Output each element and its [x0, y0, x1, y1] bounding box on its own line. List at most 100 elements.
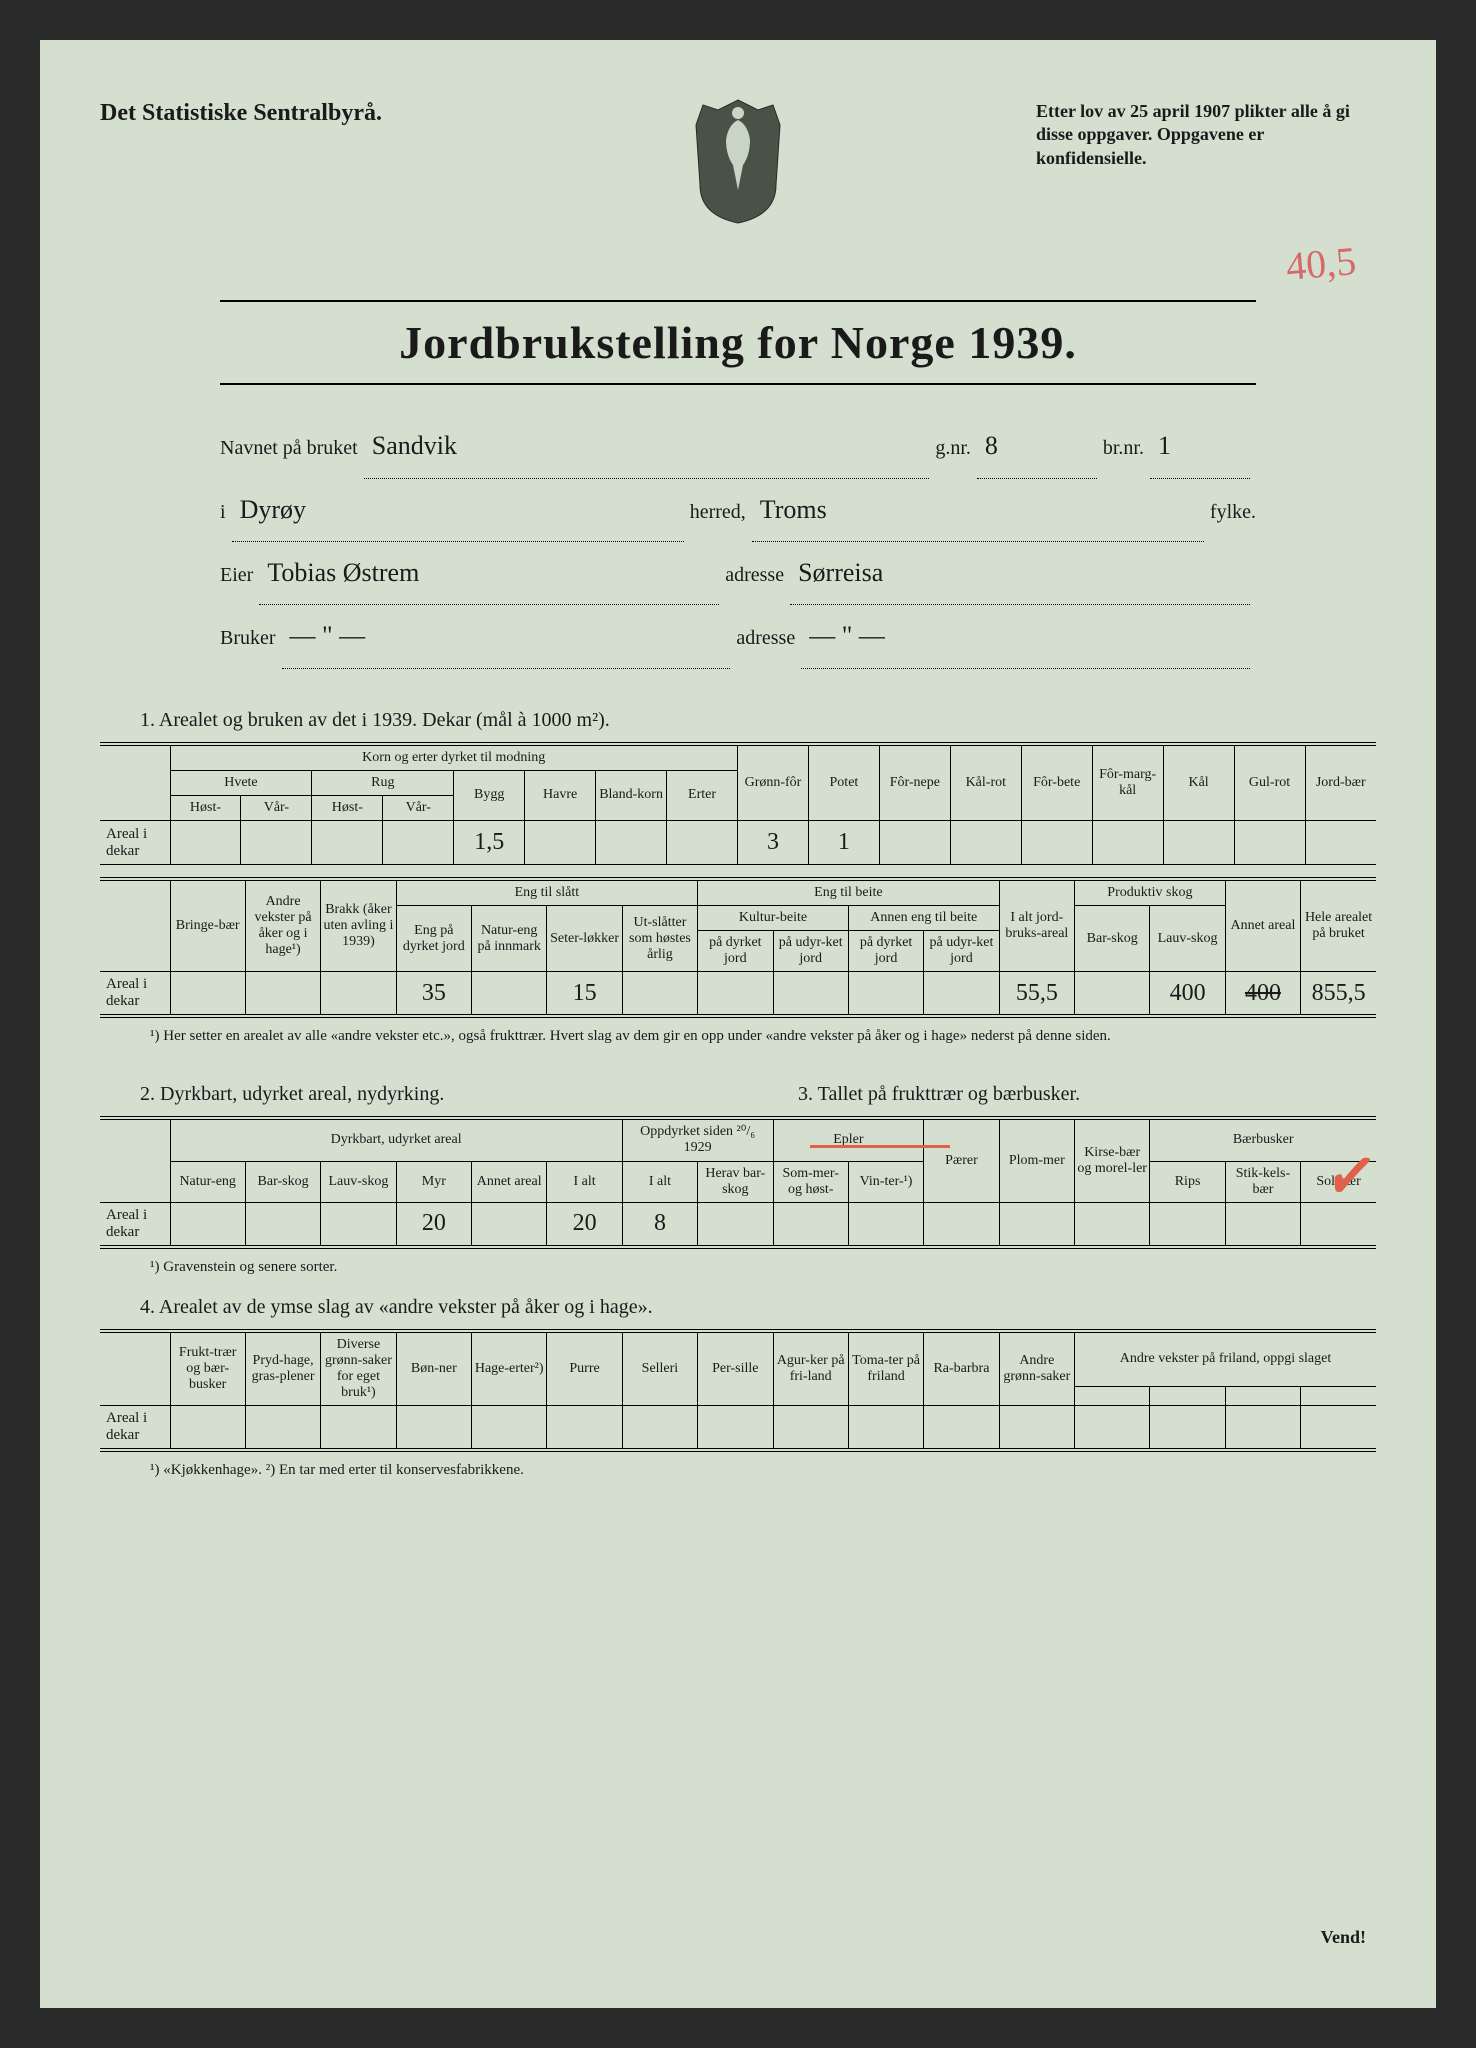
h2-dyrkbart: Dyrkbart, udyrket areal: [170, 1118, 622, 1161]
h2-vinter: Vin-ter-¹): [848, 1161, 923, 1202]
h-seter: Seter-løkker: [547, 906, 622, 972]
h-kulturbeite: Kultur-beite: [698, 906, 849, 931]
h-bringebaer: Bringe-bær: [170, 879, 245, 972]
vend-label: Vend!: [1321, 1927, 1366, 1948]
h-host1: Høst-: [170, 795, 241, 820]
footnote-2: ¹) Gravenstein og senere sorter.: [150, 1259, 1376, 1276]
field-brnr: 1: [1150, 415, 1250, 478]
section4-title: 4. Arealet av de ymse slag av «andre vek…: [140, 1296, 1376, 1319]
h2-sommer: Som-mer-og høst-: [773, 1161, 848, 1202]
h-utslatter: Ut-slåtter som høstes årlig: [622, 906, 697, 972]
h-natureng: Natur-eng på innmark: [472, 906, 547, 972]
field-gnr: 8: [977, 415, 1097, 478]
h4-andregronn: Andre grønn-saker: [999, 1331, 1074, 1406]
label-adresse2: adresse: [736, 614, 795, 662]
h-engslatt: Eng til slått: [396, 879, 698, 906]
v-lauvskog: 400: [1150, 972, 1225, 1017]
h-formargkal: Fôr-marg-kål: [1092, 744, 1163, 821]
section1-title: 1. Arealet og bruken av det i 1939. Deka…: [140, 709, 1376, 732]
v-gronnfor: 3: [738, 821, 809, 865]
h-engdyrket: Eng på dyrket jord: [396, 906, 471, 972]
h-pu2: på udyr-ket jord: [924, 931, 999, 972]
h-barskog: Bar-skog: [1075, 906, 1150, 972]
h4-persille: Per-sille: [698, 1331, 773, 1406]
label-herred: herred,: [690, 488, 746, 536]
v-annetareal: 400: [1225, 972, 1300, 1017]
h-blandkorn: Bland-korn: [596, 770, 667, 820]
h4-tomater: Toma-ter på friland: [848, 1331, 923, 1406]
h-korn: Korn og erter dyrket til modning: [170, 744, 738, 771]
label-bruker: Bruker: [220, 614, 276, 662]
h4-agurker: Agur-ker på fri-land: [773, 1331, 848, 1406]
h-ialt: I alt jord-bruks-areal: [999, 879, 1074, 972]
field-i: Dyrøy: [232, 479, 684, 542]
coat-of-arms-icon: [688, 95, 788, 225]
field-bruker: — " —: [282, 605, 731, 668]
h-host2: Høst-: [312, 795, 383, 820]
red-annotation: 40,5: [1284, 237, 1358, 290]
footnote-1: ¹) Her setter en arealet av alle «andre …: [150, 1028, 1376, 1045]
rowlabel-23: Areal i dekar: [100, 1202, 170, 1247]
h4-rabarbra: Ra-barbra: [924, 1331, 999, 1406]
h4-purre: Purre: [547, 1331, 622, 1406]
h-fornepe: Fôr-nepe: [879, 744, 950, 821]
v-potet: 1: [808, 821, 879, 865]
h-var2: Vår-: [383, 795, 454, 820]
table-4: Frukt-trær og bær-busker Pryd-hage, gras…: [100, 1329, 1376, 1452]
h-helearealet: Hele arealet på bruket: [1301, 879, 1376, 972]
h-var1: Vår-: [241, 795, 312, 820]
h-brakk: Brakk (åker uten avling i 1939): [321, 879, 396, 972]
h-jordbaer: Jord-bær: [1305, 744, 1376, 821]
label-adresse: adresse: [725, 551, 784, 599]
h2-epler: Epler: [773, 1118, 924, 1161]
section3-title: 3. Tallet på frukttrær og bærbusker.: [798, 1083, 1376, 1106]
h-havre: Havre: [525, 770, 596, 820]
h-hvete: Hvete: [170, 770, 312, 795]
v-bygg: 1,5: [454, 821, 525, 865]
table-1a: Korn og erter dyrket til modning Grønn-f…: [100, 742, 1376, 865]
section2-title: 2. Dyrkbart, udyrket areal, nydyrking.: [140, 1083, 718, 1106]
h-gronnfor: Grønn-fôr: [738, 744, 809, 821]
h-kal: Kål: [1163, 744, 1234, 821]
label-eier: Eier: [220, 551, 253, 599]
h-pd2: på dyrket jord: [848, 931, 923, 972]
h2-natureng: Natur-eng: [170, 1161, 245, 1202]
law-notice: Etter lov av 25 april 1907 plikter alle …: [1036, 100, 1376, 170]
h2-myr: Myr: [396, 1161, 471, 1202]
h-rug: Rug: [312, 770, 454, 795]
label-i: i: [220, 488, 226, 536]
form-title: Jordbrukstelling for Norge 1939.: [220, 300, 1256, 385]
h-annenbeite: Annen eng til beite: [848, 906, 999, 931]
h2-lauvskog: Lauv-skog: [321, 1161, 396, 1202]
law-text: Etter lov av 25 april 1907 plikter alle …: [1036, 101, 1350, 168]
h4-hageerter: Hage-erter²): [472, 1331, 547, 1406]
identification-fields: Navnet på bruket Sandvik g.nr. 8 br.nr. …: [220, 415, 1256, 669]
rowlabel-1a: Areal i dekar: [100, 821, 170, 865]
h2-ialt: I alt: [547, 1161, 622, 1202]
label-fylke: fylke.: [1210, 488, 1256, 536]
red-underline-mark: [810, 1145, 950, 1148]
h2-oppdyrket: Oppdyrket siden ²⁰/₆ 1929: [622, 1118, 773, 1161]
h2-rips: Rips: [1150, 1161, 1225, 1202]
label-gnr: g.nr.: [935, 424, 971, 472]
table-1b: Bringe-bær Andre vekster på åker og i ha…: [100, 877, 1376, 1018]
h-annetareal: Annet areal: [1225, 879, 1300, 972]
h-engbeite: Eng til beite: [698, 879, 1000, 906]
h2-barskog: Bar-skog: [245, 1161, 320, 1202]
h4-bonner: Bøn-ner: [396, 1331, 471, 1406]
footnote-4: ¹) «Kjøkkenhage». ²) En tar med erter ti…: [150, 1462, 1376, 1479]
h-lauvskog: Lauv-skog: [1150, 906, 1225, 972]
v-engdyrket: 35: [396, 972, 471, 1017]
label-brnr: br.nr.: [1103, 424, 1144, 472]
h-erter: Erter: [667, 770, 738, 820]
v2-myr: 20: [396, 1202, 471, 1247]
h4-selleri: Selleri: [622, 1331, 697, 1406]
field-eier: Tobias Østrem: [259, 542, 719, 605]
census-form-page: Det Statistiske Sentralbyrå. Etter lov a…: [40, 40, 1436, 2008]
v-seter: 15: [547, 972, 622, 1017]
v2-oppdyrket: 8: [622, 1202, 697, 1247]
field-navnet: Sandvik: [364, 415, 930, 478]
h2-plommer: Plom-mer: [999, 1118, 1074, 1202]
h-pd1: på dyrket jord: [698, 931, 773, 972]
field-eier-adresse: Sørreisa: [790, 542, 1250, 605]
